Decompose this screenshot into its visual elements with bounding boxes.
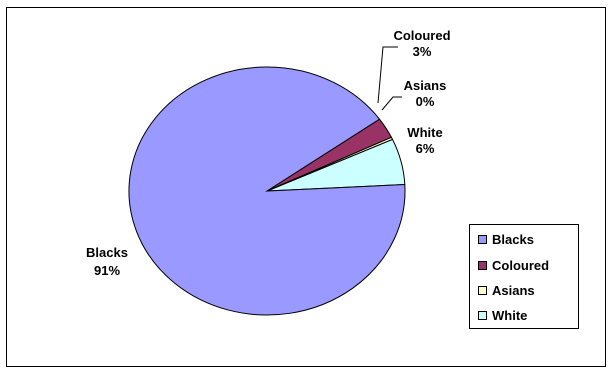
label-asians-percent: 0% xyxy=(416,94,435,109)
label-blacks-name: Blacks xyxy=(86,245,128,260)
label-coloured-name: Coloured xyxy=(393,28,450,43)
legend-swatch-blacks xyxy=(478,234,487,244)
legend-item-coloured: Coloured xyxy=(478,257,549,273)
legend-item-white: White xyxy=(478,307,527,323)
label-coloured-percent: 3% xyxy=(413,44,432,59)
legend: Blacks Coloured Asians White xyxy=(469,224,579,329)
legend-label-coloured: Coloured xyxy=(492,257,550,273)
legend-label-blacks: Blacks xyxy=(492,231,534,247)
label-blacks-percent: 91% xyxy=(94,263,120,278)
label-asians-name: Asians xyxy=(404,78,447,93)
leader-line-coloured xyxy=(377,46,398,104)
legend-label-white: White xyxy=(492,307,528,323)
pie-slice-blacks xyxy=(128,66,406,316)
label-white-name: White xyxy=(407,125,442,140)
legend-label-asians: Asians xyxy=(492,282,535,298)
legend-swatch-coloured xyxy=(478,260,487,270)
label-white-percent: 6% xyxy=(416,141,435,156)
legend-swatch-asians xyxy=(478,285,487,295)
legend-item-blacks: Blacks xyxy=(478,231,534,247)
leader-line-asians xyxy=(381,96,402,111)
legend-swatch-white xyxy=(478,310,487,320)
legend-item-asians: Asians xyxy=(478,282,535,298)
